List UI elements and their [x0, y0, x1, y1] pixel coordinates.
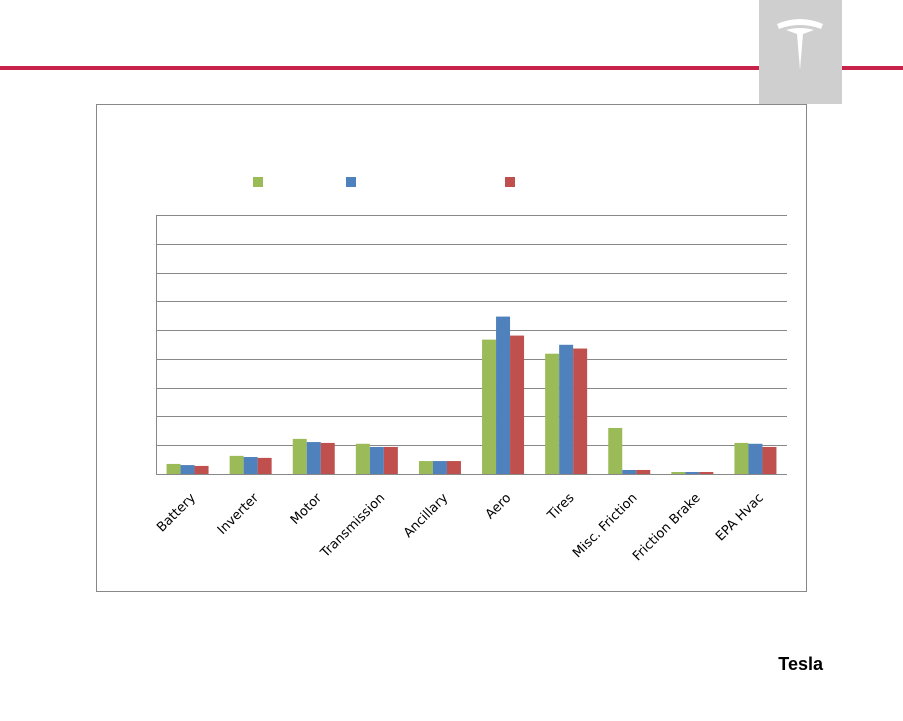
bar — [608, 427, 623, 474]
bar — [671, 471, 686, 474]
bar — [369, 446, 384, 474]
bar — [636, 469, 651, 474]
brand: Tesla — [778, 654, 824, 674]
bar — [355, 443, 370, 474]
bar — [229, 455, 244, 474]
header-rule — [0, 66, 903, 70]
bar — [545, 353, 560, 474]
bar — [432, 461, 447, 474]
bar — [166, 463, 181, 474]
legend-swatch — [505, 177, 515, 187]
chart-frame — [96, 104, 807, 592]
bar — [257, 457, 272, 474]
bar — [306, 442, 321, 474]
bar — [194, 465, 209, 474]
bar — [243, 457, 258, 474]
bar — [699, 471, 714, 474]
bar — [510, 335, 525, 474]
legend-swatch — [253, 177, 263, 187]
bar — [573, 348, 588, 474]
bar — [496, 316, 511, 474]
bar — [292, 438, 307, 474]
bar — [418, 461, 433, 474]
bar — [320, 442, 335, 474]
bar — [180, 465, 195, 474]
logo — [777, 19, 823, 70]
bar — [622, 469, 637, 474]
bar — [446, 461, 461, 474]
bar — [762, 446, 777, 474]
bar — [482, 339, 497, 474]
bar — [383, 446, 398, 474]
bar — [734, 442, 749, 474]
bar — [685, 471, 700, 474]
bar — [748, 443, 763, 474]
legend-swatch — [346, 177, 356, 187]
bar — [559, 344, 574, 474]
